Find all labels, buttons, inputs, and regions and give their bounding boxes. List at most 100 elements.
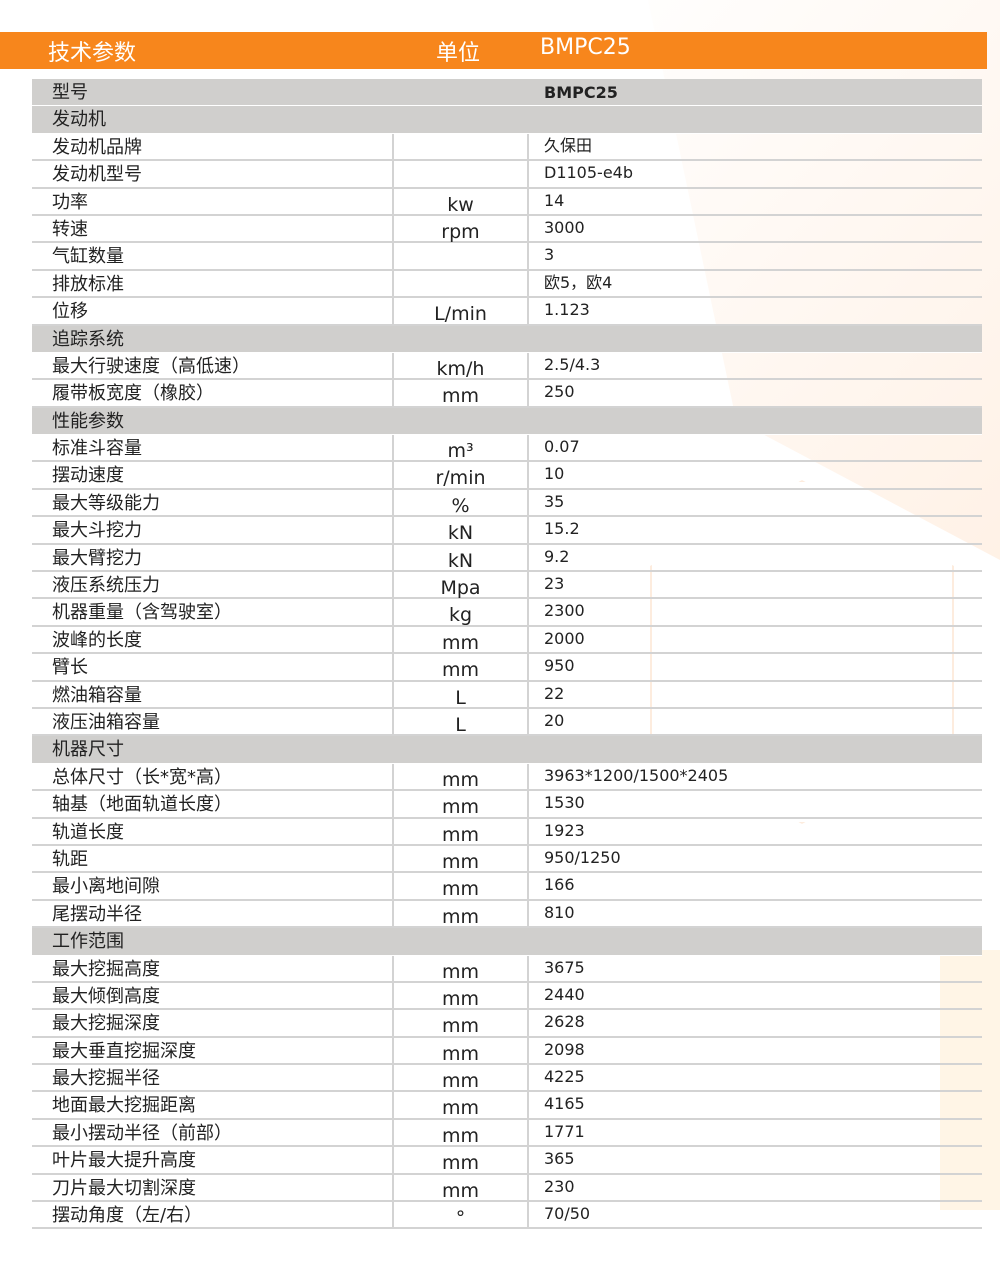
param-name: 履带板宽度（橡胶） <box>52 383 214 405</box>
value-cell: 10 <box>544 464 565 484</box>
param-name: 最大挖掘半径 <box>52 1068 160 1090</box>
unit-cell: mm <box>392 1092 529 1120</box>
unit-cell: mm <box>392 626 529 655</box>
table-row: 最大臂挖力 kN 9.2 <box>32 544 982 573</box>
param-name: 摆动速度 <box>52 465 124 487</box>
value-cell: 950 <box>544 656 575 676</box>
value-cell: 4165 <box>544 1094 585 1114</box>
param-name: 摆动角度（左/右） <box>52 1205 203 1227</box>
table-header-bar: 技术参数 单位 BMPC25 <box>0 32 987 69</box>
value-cell: 1.123 <box>544 300 590 320</box>
value-cell: 22 <box>544 683 565 703</box>
table-row: 发动机型号 D1105-e4b <box>32 161 982 189</box>
unit-cell: ° <box>392 1202 529 1230</box>
header-model: BMPC25 <box>540 35 631 60</box>
param-name: 标准斗容量 <box>52 438 142 460</box>
value-cell: 2098 <box>544 1039 585 1059</box>
param-name: 工作范围 <box>52 931 124 953</box>
unit-cell: km/h <box>392 352 529 381</box>
unit-cell: L/min <box>392 298 529 326</box>
header-param: 技术参数 <box>48 41 137 66</box>
param-name: 发动机型号 <box>52 164 142 186</box>
param-name: 追踪系统 <box>52 328 124 350</box>
value-cell: 230 <box>544 1176 575 1196</box>
table-row: 叶片最大提升高度 mm 365 <box>32 1147 982 1175</box>
unit-cell: mm <box>392 1119 529 1148</box>
unit-cell: L <box>392 708 529 737</box>
value-cell: 2300 <box>544 601 585 621</box>
section-row: 性能参数 <box>32 407 982 436</box>
param-name: 最大挖掘高度 <box>52 958 160 980</box>
value-cell: BMPC25 <box>544 83 618 102</box>
table-row: 最大等级能力% 35 <box>32 489 982 518</box>
value-cell: 0.07 <box>544 437 580 457</box>
param-name: 尾摆动半径 <box>52 903 142 925</box>
table-row: 摆动速度 r/min 10 <box>32 462 982 490</box>
value-cell: 欧5，欧4 <box>544 272 613 292</box>
table-row: 最大垂直挖掘深度 mm 2098 <box>32 1037 982 1066</box>
table-row: 最大挖掘深度 mm 2628 <box>32 1010 982 1038</box>
unit-cell: mm <box>392 1147 529 1175</box>
unit-cell: L <box>392 681 529 709</box>
value-cell: 20 <box>544 710 565 730</box>
value-cell: 2000 <box>544 628 585 648</box>
value-cell: 365 <box>544 1149 575 1169</box>
unit-cell: m³ <box>392 435 529 463</box>
param-name: 机器重量（含驾驶室） <box>52 602 232 624</box>
param-name: 臂长 <box>52 657 88 679</box>
param-name: 波峰的长度 <box>52 629 142 651</box>
header-unit: 单位 <box>436 41 481 66</box>
unit-cell <box>392 243 529 271</box>
unit-cell: mm <box>392 380 529 408</box>
param-name: 最大挖掘深度 <box>52 1013 160 1035</box>
param-name: 最大臂挖力 <box>52 547 142 569</box>
table-row: 最大行驶速度（高低速） km/h 2.5/4.3 <box>32 352 982 381</box>
unit-cell: mm <box>392 845 529 874</box>
param-name: 机器尺寸 <box>52 739 124 761</box>
param-name: 性能参数 <box>52 410 124 432</box>
unit-cell: mm <box>392 1010 529 1038</box>
table-row: 履带板宽度（橡胶） mm 250 <box>32 380 982 408</box>
unit-cell: mm <box>392 1065 529 1093</box>
unit-cell: mm <box>392 1037 529 1066</box>
param-name: 燃油箱容量 <box>52 684 142 706</box>
value-cell: 3000 <box>544 217 585 237</box>
param-name: 发动机 <box>52 109 106 131</box>
param-name: 最大倾倒高度 <box>52 985 160 1007</box>
table-row: 最小摆动半径（前部） mm 1771 <box>32 1119 982 1148</box>
param-name: 功率 <box>52 191 88 213</box>
table-row: 摆动角度（左/右） ° 70/50 <box>32 1202 982 1230</box>
section-row: 机器尺寸 <box>32 736 982 764</box>
param-name: 排放标准 <box>52 273 124 295</box>
value-cell: 70/50 <box>544 1204 591 1224</box>
value-cell: 1530 <box>544 793 585 813</box>
table-row: 波峰的长度 mm 2000 <box>32 626 982 655</box>
table-row: 液压油箱容量 L 20 <box>32 708 982 737</box>
value-cell: 950/1250 <box>544 847 621 867</box>
value-cell: 2628 <box>544 1012 585 1032</box>
unit-cell: kN <box>392 544 529 573</box>
unit-cell: mm <box>392 654 529 682</box>
value-cell: 250 <box>544 382 575 402</box>
value-cell: D1105-e4b <box>544 163 633 183</box>
unit-cell: mm <box>392 900 529 929</box>
value-cell: 1771 <box>544 1121 585 1141</box>
param-name: 发动机品牌 <box>52 136 142 158</box>
unit-cell: mm <box>392 1174 529 1203</box>
param-name: 最大斗挖力 <box>52 520 142 542</box>
unit-cell: % <box>392 489 529 518</box>
unit-cell: mm <box>392 818 529 846</box>
table-row: 机器重量（含驾驶室） kg 2300 <box>32 599 982 627</box>
value-cell: 9.2 <box>544 546 570 566</box>
table-row: 功率 kw 14 <box>32 188 982 216</box>
table-row: 最大挖掘半径 mm 4225 <box>32 1065 982 1093</box>
table-row: 刀片最大切割深度 mm 230 <box>32 1174 982 1203</box>
table-row: 液压系统压力 Mpa 23 <box>32 572 982 600</box>
table-row: 转速 rpm 3000 <box>32 215 982 244</box>
value-cell: 3963*1200/1500*2405 <box>544 765 729 785</box>
value-cell: 3 <box>544 245 555 265</box>
value-cell: 810 <box>544 902 575 922</box>
param-name: 轴基（地面轨道长度） <box>52 794 232 816</box>
unit-cell: rpm <box>392 215 529 244</box>
param-name: 转速 <box>52 218 88 240</box>
